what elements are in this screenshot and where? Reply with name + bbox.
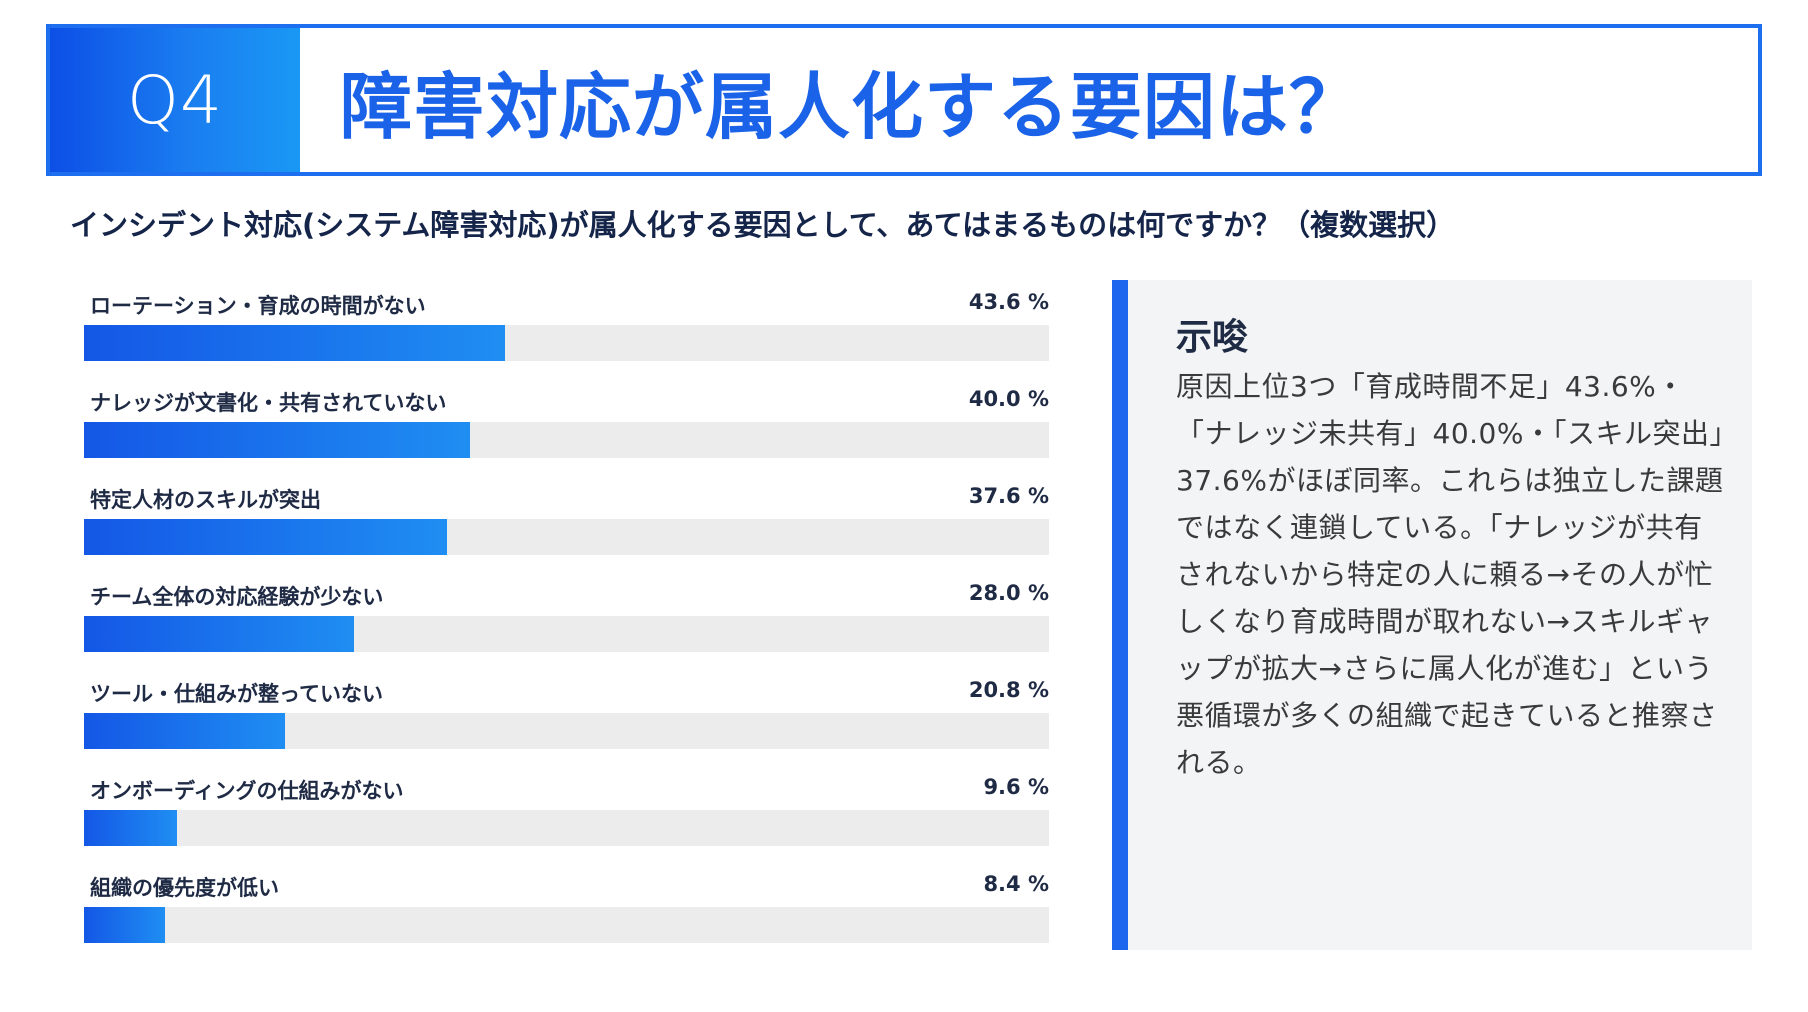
bar-value-label: 9.6 % bbox=[983, 775, 1049, 799]
bar-track bbox=[84, 325, 1049, 361]
bar-value-label: 37.6 % bbox=[968, 484, 1049, 508]
insight-title: 示唆 bbox=[1176, 317, 1249, 358]
bar-track bbox=[84, 810, 1049, 846]
bar bbox=[84, 810, 177, 846]
bar-row: ローテーション・育成の時間がない 43.6 % bbox=[84, 282, 1049, 379]
bar-label: チーム全体の対応経験が少ない bbox=[90, 585, 384, 609]
bar-label: ナレッジが文書化・共有されていない bbox=[90, 391, 447, 415]
bar-value-label: 43.6 % bbox=[968, 290, 1049, 314]
bar-value-label: 20.8 % bbox=[968, 678, 1049, 702]
bar-track bbox=[84, 616, 1049, 652]
bar-value-label: 40.0 % bbox=[968, 387, 1049, 411]
bar-track bbox=[84, 422, 1049, 458]
bar-value-label: 28.0 % bbox=[968, 581, 1049, 605]
bar-label: ローテーション・育成の時間がない bbox=[90, 294, 426, 318]
insight-accent-bar bbox=[1112, 280, 1128, 950]
bar bbox=[84, 616, 355, 652]
bar-row: オンボーディングの仕組みがない 9.6 % bbox=[84, 767, 1049, 864]
question-number: Q4 bbox=[127, 61, 223, 139]
bar-label: 特定人材のスキルが突出 bbox=[90, 488, 321, 512]
bar-track bbox=[84, 907, 1049, 943]
bar-label: 組織の優先度が低い bbox=[90, 876, 279, 900]
bar-track bbox=[84, 713, 1049, 749]
bar-row: チーム全体の対応経験が少ない 28.0 % bbox=[84, 573, 1049, 670]
insight-panel: 示唆 原因上位3つ「育成時間不足」43.6%・「ナレッジ未共有」40.0%・「ス… bbox=[1112, 280, 1752, 950]
bar-chart: ローテーション・育成の時間がない 43.6 % ナレッジが文書化・共有されていない 4… bbox=[84, 282, 1049, 961]
bar-row: 特定人材のスキルが突出 37.6 % bbox=[84, 476, 1049, 573]
header-banner: Q4 障害対応が属人化する要因は？ bbox=[46, 24, 1762, 176]
bar-row: ツール・仕組みが整っていない 20.8 % bbox=[84, 670, 1049, 767]
insight-body: 原因上位3つ「育成時間不足」43.6%・「ナレッジ未共有」40.0%・「スキル突… bbox=[1176, 370, 1724, 779]
bar bbox=[84, 422, 470, 458]
bar-track bbox=[84, 519, 1049, 555]
bar bbox=[84, 325, 505, 361]
page-title: 障害対応が属人化する要因は？ bbox=[340, 64, 1363, 149]
bar bbox=[84, 907, 166, 943]
survey-question: インシデント対応(システム障害対応)が属人化する要因として、あてはまるものは何で… bbox=[70, 208, 1456, 242]
bar-row: ナレッジが文書化・共有されていない 40.0 % bbox=[84, 379, 1049, 476]
bar-row: 組織の優先度が低い 8.4 % bbox=[84, 864, 1049, 961]
bar-label: オンボーディングの仕組みがない bbox=[90, 779, 404, 803]
bar bbox=[84, 519, 447, 555]
bar-label: ツール・仕組みが整っていない bbox=[90, 682, 383, 706]
question-number-box: Q4 bbox=[50, 28, 300, 172]
bar bbox=[84, 713, 285, 749]
bar-value-label: 8.4 % bbox=[983, 872, 1049, 896]
